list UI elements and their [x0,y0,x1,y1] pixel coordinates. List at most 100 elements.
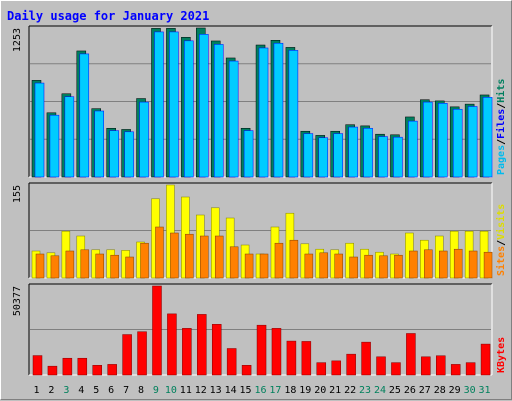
kbytes-bar-17 [271,328,282,376]
files-bar-29 [452,108,463,178]
files-bar-3 [64,96,75,178]
sites-bar-27 [424,249,433,279]
files-bar-23 [363,127,373,178]
panel-1-legend: Sites/Visits [495,204,507,276]
kbytes-bar-8 [137,331,147,376]
files-bar-7 [124,131,134,178]
x-tick-label: 26 [404,385,416,396]
kbytes-bar-23 [361,341,371,376]
files-bar-14 [228,60,239,178]
kbytes-bar-25 [391,362,401,376]
sites-bar-1 [35,253,45,279]
x-tick-label: 27 [419,385,431,396]
x-tick-label: 17 [269,385,281,396]
legend-0-part-4: Hits [495,79,507,103]
x-tick-label: 12 [195,385,207,396]
kbytes-bar-12 [197,314,207,376]
panel-2-legend: KBytes [496,337,507,373]
kbytes-bar-26 [406,333,416,376]
files-bar-5 [94,110,104,178]
kbytes-bar-18 [286,340,297,376]
kbytes-bar-20 [316,362,327,376]
files-bar-11 [184,40,194,178]
files-bar-24 [378,136,388,178]
sites-bar-12 [200,235,209,279]
files-bar-13 [213,44,224,178]
sites-bar-25 [394,254,403,279]
sites-bar-3 [65,250,75,279]
kbytes-bar-7 [122,334,132,376]
x-tick-label: 18 [284,385,296,396]
files-bar-17 [273,42,284,178]
x-tick-label: 8 [138,385,144,396]
x-tick-label: 4 [78,385,84,396]
panel-0-max-label: 1253 [12,28,23,52]
kbytes-bar-6 [107,364,117,376]
x-tick-label: 28 [434,385,446,396]
sites-bar-8 [140,242,149,279]
sites-bar-16 [259,253,269,279]
kbytes-bar-5 [92,365,102,376]
sites-bar-15 [244,253,254,279]
sites-bar-4 [80,249,90,279]
sites-bar-21 [334,253,343,279]
sites-bar-29 [453,248,463,279]
panel-2-max-label: 50377 [12,286,23,316]
kbytes-bar-29 [450,364,461,376]
files-bar-31 [482,97,493,178]
x-tick-label: 11 [180,385,192,396]
kbytes-bar-19 [301,341,312,376]
files-bar-6 [109,130,119,178]
kbytes-bar-21 [331,360,341,376]
x-tick-label: 13 [210,385,222,396]
sites-bar-20 [319,252,329,279]
sites-bar-26 [409,250,418,279]
kbytes-bar-9 [152,285,162,376]
legend-0-part-0: Pages [496,145,507,175]
x-tick-label: 23 [359,385,371,396]
x-tick-label: 14 [225,385,237,396]
sites-bar-24 [379,255,388,279]
x-tick-label: 24 [374,385,386,396]
kbytes-bar-24 [376,356,386,376]
kbytes-bar-28 [436,355,446,376]
sites-bar-11 [185,233,194,279]
kbytes-bar-31 [480,343,491,376]
sites-bar-18 [289,239,299,279]
chart-title: Daily usage for January 2021 [7,9,209,23]
kbytes-bar-27 [421,356,431,376]
sites-bar-7 [125,256,134,279]
files-bar-15 [243,130,254,178]
sites-bar-14 [229,246,239,279]
legend-0-part-2: Files [495,109,507,139]
files-bar-21 [333,133,343,178]
kbytes-bar-11 [182,328,192,376]
sites-bar-10 [170,232,179,279]
x-tick-label: 19 [299,385,311,396]
sites-bar-17 [274,242,284,279]
x-tick-label: 22 [344,385,356,396]
x-tick-label: 5 [93,385,99,396]
sites-bar-6 [110,254,119,279]
kbytes-bar-30 [465,362,476,376]
sites-bar-5 [95,253,104,279]
sites-bar-28 [439,250,448,279]
files-bar-10 [169,31,179,178]
panel-0-legend: Pages/Files/Hits [495,79,507,175]
x-tick-label: 30 [464,385,476,396]
kbytes-bar-3 [62,357,73,376]
panel-1-max-label: 155 [12,185,23,203]
x-tick-label: 29 [449,385,461,396]
kbytes-bar-2 [47,365,58,376]
files-bar-28 [438,103,448,178]
x-tick-label: 15 [240,385,252,396]
x-tick-label: 21 [329,385,341,396]
kbytes-bar-22 [346,353,356,376]
files-bar-18 [288,50,299,178]
kbytes-bar-15 [241,365,252,376]
sites-bar-9 [155,226,164,279]
files-bar-1 [34,82,45,178]
legend-0-part-1: / [496,139,507,145]
